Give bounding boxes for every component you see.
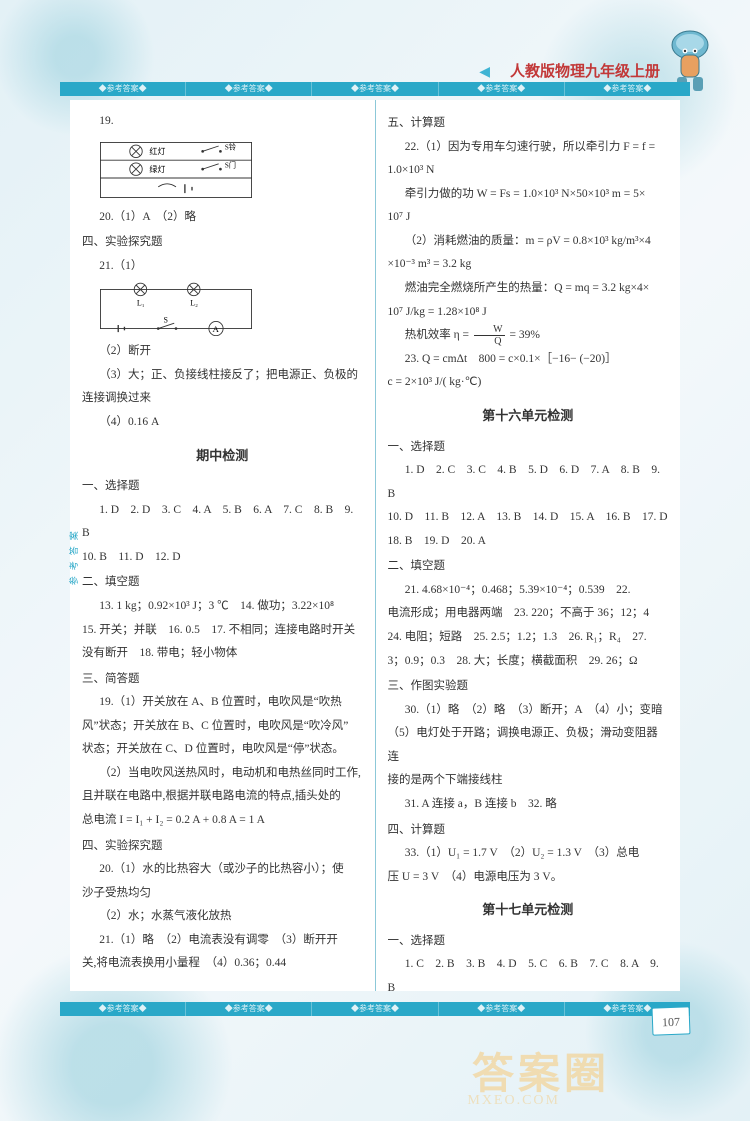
svg-text:L₁: L₁	[137, 299, 145, 308]
ribbon-segment: ◆参考答案◆	[439, 82, 565, 96]
svg-text:绿灯: 绿灯	[149, 163, 165, 173]
sec4b-title: 四、实验探究题	[82, 835, 363, 859]
q20: 20.（1）A （2）略	[82, 206, 363, 230]
q22-2b: ×10⁻³ m³ = 3.2 kg	[388, 253, 669, 277]
svg-text:S铃: S铃	[225, 142, 236, 151]
q21-2: （2）断开	[82, 340, 363, 364]
svg-text:S: S	[164, 316, 168, 325]
svg-text:A: A	[212, 324, 219, 334]
q19-label: 19.	[99, 115, 113, 127]
q21-3b: 连接调换过来	[82, 387, 363, 411]
sec3-19e: 且并联在电路中,根据并联电路电流的特点,插头处的	[82, 785, 363, 809]
ribbon-top: ◆参考答案◆ ◆参考答案◆ ◆参考答案◆ ◆参考答案◆ ◆参考答案◆	[60, 82, 690, 96]
ribbon-bottom: ◆参考答案◆ ◆参考答案◆ ◆参考答案◆ ◆参考答案◆ ◆参考答案◆	[60, 1002, 690, 1016]
sec5-title: 五、计算题	[388, 112, 669, 136]
u16-31: 31. A 连接 a，B 连接 b 32. 略	[388, 793, 669, 817]
sec3-19a: 19.（1）开关放在 A、B 位置时，电吹风是“吹热	[82, 691, 363, 715]
ribbon-segment: ◆参考答案◆	[565, 82, 690, 96]
svg-text:S门: S门	[225, 160, 236, 169]
sec3-19b: 风”状态；开关放在 B、C 位置时，电吹风是“吹冷风”	[82, 715, 363, 739]
u16-sec1-c: 18. B 19. D 20. A	[388, 530, 669, 554]
q21-1: 21.（1）	[99, 260, 142, 272]
u16-30b: （5）电灯处于开路；调换电源正、负极；滑动变阻器连	[388, 722, 669, 769]
u16-sec4: 四、计算题	[388, 819, 669, 843]
watermark-sub: MXEO.COM	[467, 1093, 560, 1109]
unit17-title: 第十七单元检测	[388, 897, 669, 924]
sec3-19d: （2）当电吹风送热风时，电动机和电热丝同时工作,	[82, 762, 363, 786]
sec2-13: 13. 1 kg；0.92×10³ J；3 ℃ 14. 做功；3.22×10⁸	[82, 595, 363, 619]
midterm-title: 期中检测	[82, 443, 363, 470]
sec2-title: 二、填空题	[82, 571, 363, 595]
frac-num: W	[474, 324, 505, 336]
u17-ans1: 1. C 2. B 3. B 4. D 5. C 6. B 7. C 8. A …	[388, 953, 669, 1000]
ribbon-segment: ◆参考答案◆	[312, 82, 438, 96]
unit16-title: 第十六单元检测	[388, 403, 669, 430]
side-label: 参考答案	[65, 525, 83, 585]
ribbon-segment: ◆参考答案◆	[60, 1002, 186, 1016]
u16-33b: 压 U = 3 V （4）电源电压为 3 V。	[388, 866, 669, 890]
sec1-title: 一、选择题	[82, 475, 363, 499]
q23b: c = 2×10³ J/( kg·℃)	[388, 371, 669, 395]
q22-1d: 10⁷ J	[388, 206, 669, 230]
ribbon-segment: ◆参考答案◆	[60, 82, 186, 96]
u16-21d: 3；0.9；0.3 28. 大；长度；横截面积 29. 26；Ω	[388, 650, 669, 674]
sec3-title: 三、简答题	[82, 668, 363, 692]
u16-33a: 33.（1）U₁ = 1.7 V （2）U₂ = 1.3 V （3）总电	[388, 842, 669, 866]
q22-1: 22.（1）因为专用车匀速行驶，所以牵引力 F = f =	[388, 136, 669, 160]
header-title: 人教版物理九年级上册	[510, 60, 660, 81]
q22-1c: 牵引力做的功 W = Fs = 1.0×10³ N×50×10³ m = 5×	[388, 183, 669, 207]
u16-sec1: 一、选择题	[388, 436, 669, 460]
sec1-ans1: 1. D 2. D 3. C 4. A 5. B 6. A 7. C 8. B …	[82, 499, 363, 546]
u16-30a: 30.（1）略 （2）略 （3）断开；A （4）小；变暗	[388, 699, 669, 723]
sec3-19f: 总电流 I = I₁ + I₂ = 0.2 A + 0.8 A = 1 A	[82, 809, 363, 833]
ribbon-segment: ◆参考答案◆	[186, 1002, 312, 1016]
sec2-15: 15. 开关；并联 16. 0.5 17. 不相同；连接电路时开关	[82, 619, 363, 643]
q23a: 23. Q = cmΔt 800 = c×0.1×［−16− (−20)］	[388, 348, 669, 372]
q22-2e: 热机效率 η = WQ = 39%	[388, 324, 669, 348]
u17-sec1: 一、选择题	[388, 930, 669, 954]
fraction: WQ	[474, 324, 505, 347]
u16-sec1-a: 1. D 2. C 3. C 4. B 5. D 6. D 7. A 8. B …	[388, 459, 669, 506]
svg-text:红灯: 红灯	[149, 146, 165, 156]
q21-4: （4）0.16 A	[82, 411, 363, 435]
page-number: 107	[652, 1006, 691, 1035]
svg-text:L₂: L₂	[190, 299, 198, 308]
arrow-icon: ◀	[479, 64, 490, 81]
ribbon-segment: ◆参考答案◆	[312, 1002, 438, 1016]
ribbon-segment: ◆参考答案◆	[186, 82, 312, 96]
sec4-20c: （2）水；水蒸气液化放热	[82, 905, 363, 929]
sec4-title: 四、实验探究题	[82, 231, 363, 255]
q22-1b: 1.0×10³ N	[388, 159, 669, 183]
sec3-19c: 状态；开关放在 C、D 位置时，电吹风是“停”状态。	[82, 738, 363, 762]
q22-2d: 10⁷ J/kg = 1.28×10⁸ J	[388, 301, 669, 325]
q22-2a: （2）消耗燃油的质量：m = ρV = 0.8×10³ kg/m³×4	[388, 230, 669, 254]
frac-den: Q	[474, 336, 505, 347]
sec4-21b: 关,将电流表换用小量程 （4）0.36；0.44	[82, 952, 363, 976]
q22-2c: 燃油完全燃烧所产生的热量：Q = mq = 3.2 kg×4×	[388, 277, 669, 301]
u16-sec2: 二、填空题	[388, 555, 669, 579]
u16-sec1-b: 10. D 11. B 12. A 13. B 14. D 15. A 16. …	[388, 506, 669, 530]
right-column: 五、计算题 22.（1）因为专用车匀速行驶，所以牵引力 F = f = 1.0×…	[376, 100, 681, 991]
u16-21a: 21. 4.68×10⁻⁴；0.468；5.39×10⁻⁴；0.539 22.	[388, 579, 669, 603]
q21-3a: （3）大；正、负接线柱接反了；把电源正、负极的	[82, 364, 363, 388]
eta-post: = 39%	[509, 329, 539, 341]
circuit-diagram-21: L₁ L₂ S A	[96, 282, 276, 336]
left-column: 参考答案 19. 红灯 绿灯 S铃 S门 20.（1）A （2）略	[70, 100, 376, 991]
sec2-15b: 没有断开 18. 带电；轻小物体	[82, 642, 363, 666]
sec4-21a: 21.（1）略 （2）电流表没有调零 （3）断开开	[82, 929, 363, 953]
eta-pre: 热机效率 η =	[405, 329, 472, 341]
u16-21c: 24. 电阻；短路 25. 2.5；1.2；1.3 26. R₁；R₄ 27.	[388, 626, 669, 650]
sec1-ans2: 10. B 11. D 12. D	[82, 546, 363, 570]
u16-30c: 接的是两个下端接线柱	[388, 769, 669, 793]
content-area: 参考答案 19. 红灯 绿灯 S铃 S门 20.（1）A （2）略	[70, 100, 680, 991]
u16-21b: 电流形成；用电器两端 23. 220；不高于 36；12；4	[388, 602, 669, 626]
u16-sec3: 三、作图实验题	[388, 675, 669, 699]
watermark: 答案圈	[472, 1040, 610, 1101]
sec4-20a: 20.（1）水的比热容大（或沙子的比热容小）；使	[82, 858, 363, 882]
sec4-20b: 沙子受热均匀	[82, 882, 363, 906]
circuit-diagram-19: 红灯 绿灯 S铃 S门	[96, 138, 276, 202]
ribbon-segment: ◆参考答案◆	[439, 1002, 565, 1016]
